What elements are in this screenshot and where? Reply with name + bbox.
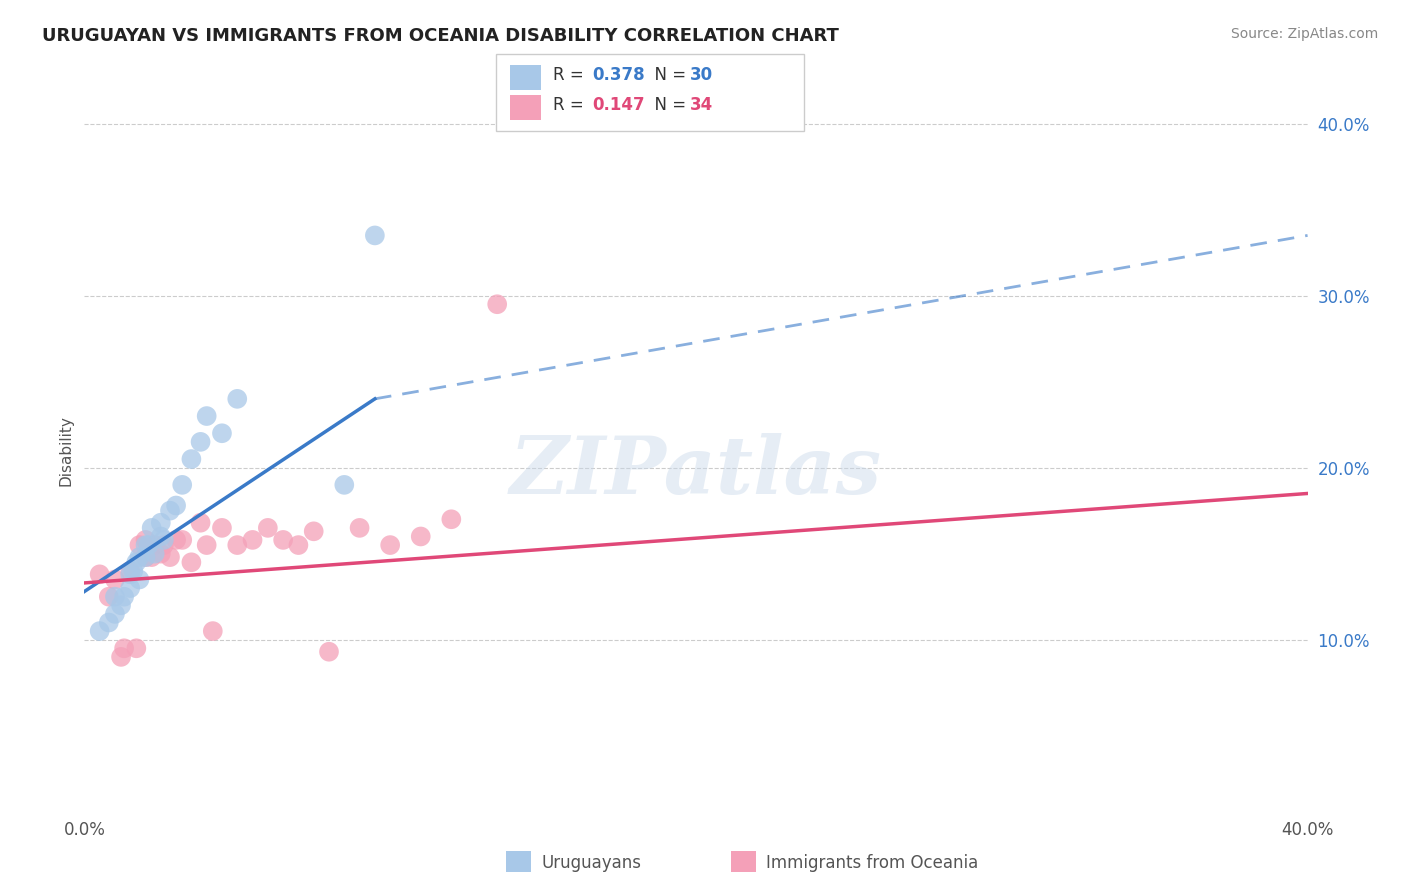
Point bbox=[180, 555, 202, 569]
Text: 0.147: 0.147 bbox=[592, 96, 644, 114]
Text: URUGUAYAN VS IMMIGRANTS FROM OCEANIA DISABILITY CORRELATION CHART: URUGUAYAN VS IMMIGRANTS FROM OCEANIA DIS… bbox=[42, 27, 839, 45]
Point bbox=[271, 533, 294, 547]
Point bbox=[318, 645, 340, 659]
Point bbox=[153, 533, 176, 547]
Point bbox=[122, 564, 145, 578]
Point bbox=[138, 538, 160, 552]
Point bbox=[125, 641, 148, 656]
Point bbox=[226, 538, 249, 552]
Point bbox=[153, 538, 176, 552]
Point bbox=[149, 529, 172, 543]
Text: ZIPatlas: ZIPatlas bbox=[510, 434, 882, 511]
Point bbox=[195, 538, 218, 552]
Point bbox=[97, 615, 120, 630]
Point bbox=[165, 533, 187, 547]
Y-axis label: Disability: Disability bbox=[58, 415, 73, 486]
Text: N =: N = bbox=[644, 66, 692, 84]
Text: Source: ZipAtlas.com: Source: ZipAtlas.com bbox=[1230, 27, 1378, 41]
Point bbox=[159, 503, 181, 517]
Point bbox=[257, 521, 280, 535]
Point bbox=[201, 624, 224, 639]
Text: Uruguayans: Uruguayans bbox=[541, 855, 641, 872]
Point bbox=[112, 590, 135, 604]
Text: N =: N = bbox=[644, 96, 692, 114]
Point bbox=[112, 641, 135, 656]
Text: R =: R = bbox=[553, 66, 589, 84]
Text: 30: 30 bbox=[690, 66, 713, 84]
Point bbox=[380, 538, 402, 552]
Point bbox=[409, 529, 432, 543]
Point bbox=[135, 533, 157, 547]
Point bbox=[226, 392, 249, 406]
Point bbox=[89, 567, 111, 582]
Point bbox=[165, 499, 187, 513]
Point bbox=[128, 573, 150, 587]
Point bbox=[242, 533, 264, 547]
Point bbox=[135, 550, 157, 565]
Point bbox=[364, 228, 387, 243]
Text: 34: 34 bbox=[690, 96, 714, 114]
Point bbox=[120, 564, 142, 578]
Point bbox=[135, 550, 157, 565]
Point bbox=[110, 649, 132, 664]
Point bbox=[211, 521, 233, 535]
Point bbox=[333, 478, 356, 492]
Point bbox=[180, 452, 202, 467]
Text: Immigrants from Oceania: Immigrants from Oceania bbox=[766, 855, 979, 872]
Point bbox=[143, 547, 166, 561]
Point bbox=[97, 590, 120, 604]
Text: R =: R = bbox=[553, 96, 589, 114]
Point bbox=[120, 581, 142, 595]
Point bbox=[149, 547, 172, 561]
Point bbox=[159, 550, 181, 565]
Point bbox=[172, 478, 194, 492]
Point bbox=[143, 538, 166, 552]
Point bbox=[287, 538, 309, 552]
Point bbox=[486, 297, 509, 311]
Point bbox=[440, 512, 463, 526]
Point bbox=[172, 533, 194, 547]
Point bbox=[190, 516, 212, 530]
Point bbox=[349, 521, 371, 535]
Point bbox=[302, 524, 325, 539]
Point bbox=[104, 590, 127, 604]
Point bbox=[149, 516, 172, 530]
Point bbox=[120, 567, 142, 582]
Point bbox=[190, 434, 212, 449]
Point bbox=[104, 607, 127, 621]
Point bbox=[211, 426, 233, 441]
Point bbox=[135, 538, 157, 552]
Point bbox=[104, 573, 127, 587]
Point bbox=[141, 521, 163, 535]
Point bbox=[110, 599, 132, 613]
Point bbox=[141, 550, 163, 565]
Text: 0.378: 0.378 bbox=[592, 66, 644, 84]
Point bbox=[89, 624, 111, 639]
Point bbox=[128, 550, 150, 565]
Point bbox=[125, 555, 148, 569]
Point bbox=[195, 409, 218, 423]
Point bbox=[128, 538, 150, 552]
